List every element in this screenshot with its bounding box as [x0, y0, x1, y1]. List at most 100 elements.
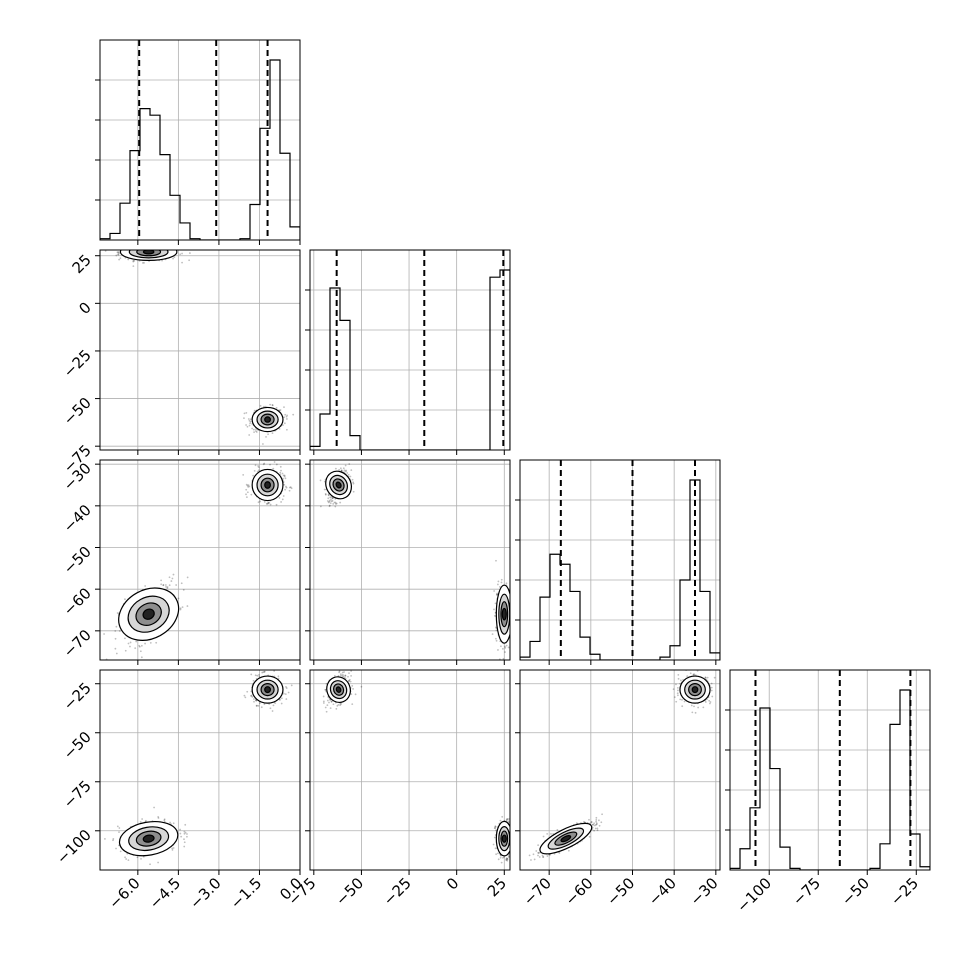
scatter-point	[271, 432, 274, 435]
scatter-point	[704, 676, 707, 679]
scatter-point	[135, 640, 138, 643]
contour-level	[264, 481, 272, 489]
scatter-point	[242, 473, 245, 476]
scatter-point	[263, 462, 266, 465]
scatter-point	[494, 602, 497, 605]
scatter-point	[283, 475, 286, 478]
joint-panel-2-3: −70 −60 −50 −40 −30	[515, 669, 722, 909]
scatter-point	[103, 633, 105, 635]
panel-frame	[99, 669, 301, 871]
y-tick-label: −75	[60, 777, 95, 812]
scatter-point	[494, 825, 497, 828]
scatter-point	[501, 647, 504, 650]
contour-level	[560, 835, 572, 843]
scatter-point	[501, 815, 504, 818]
scatter-point	[170, 245, 172, 247]
scatter-point	[134, 245, 136, 247]
scatter-point	[114, 637, 117, 640]
scatter-point	[506, 818, 509, 820]
y-tick-label: −60	[60, 584, 95, 619]
scatter-point	[537, 851, 540, 854]
scatter-point	[263, 670, 266, 673]
scatter-point	[340, 469, 343, 472]
scatter-point	[495, 593, 498, 596]
scatter-point	[681, 705, 684, 708]
scatter-point	[273, 461, 276, 463]
histogram-panel-1	[305, 249, 511, 455]
scatter-point	[513, 848, 515, 850]
scatter-point	[179, 828, 181, 831]
scatter-point	[328, 500, 331, 503]
scatter-point	[157, 861, 160, 864]
scatter-point	[285, 428, 288, 431]
scatter-point	[713, 676, 716, 679]
x-tick-label: −40	[645, 874, 680, 909]
scatter-point	[497, 580, 500, 583]
histogram-step	[310, 269, 510, 450]
scatter-point	[511, 834, 513, 836]
scatter-point	[246, 491, 249, 494]
scatter-point	[283, 422, 286, 425]
scatter-point	[689, 672, 692, 675]
scatter-point	[140, 247, 142, 249]
contour-level	[335, 686, 342, 693]
scatter-point	[173, 256, 176, 259]
scatter-point	[351, 478, 354, 481]
scatter-point	[150, 247, 152, 249]
y-tick-label: −25	[60, 346, 95, 381]
scatter-point	[160, 241, 162, 243]
scatter-point	[507, 856, 510, 859]
scatter-point	[595, 819, 598, 821]
scatter-point	[262, 671, 265, 674]
scatter-point	[142, 246, 144, 248]
scatter-point	[495, 559, 497, 562]
histogram-step	[520, 479, 720, 660]
scatter-point	[283, 416, 286, 419]
scatter-point	[499, 586, 501, 588]
scatter-point	[246, 690, 249, 693]
scatter-point	[289, 486, 292, 489]
scatter-point	[140, 644, 143, 647]
scatter-point	[495, 853, 498, 856]
scatter-point	[677, 674, 680, 676]
scatter-point	[505, 644, 508, 647]
scatter-point	[271, 404, 274, 406]
scatter-point	[334, 467, 337, 470]
scatter-point	[253, 469, 256, 472]
scatter-point	[532, 853, 535, 856]
scatter-point	[513, 827, 515, 829]
scatter-point	[161, 246, 163, 248]
scatter-point	[281, 424, 284, 427]
scatter-point	[152, 248, 154, 250]
scatter-point	[129, 641, 132, 644]
scatter-point	[149, 244, 151, 246]
scatter-point	[243, 412, 246, 415]
scatter-point	[497, 858, 500, 861]
x-tick-label: −70	[520, 874, 555, 909]
scatter-point	[275, 463, 278, 466]
scatter-point	[125, 246, 127, 248]
scatter-point	[350, 469, 353, 471]
scatter-point	[265, 436, 267, 438]
scatter-point	[136, 248, 138, 250]
scatter-point	[149, 247, 151, 249]
scatter-point	[280, 697, 283, 700]
scatter-point	[183, 838, 185, 841]
scatter-point	[148, 246, 150, 248]
scatter-point	[346, 472, 349, 474]
scatter-point	[143, 247, 145, 249]
scatter-point	[511, 618, 513, 620]
scatter-point	[344, 674, 347, 677]
joint-density	[322, 670, 516, 864]
scatter-point	[150, 244, 152, 246]
scatter-point	[511, 610, 513, 612]
panel-frame	[99, 459, 301, 661]
scatter-point	[514, 844, 516, 846]
scatter-point	[327, 494, 330, 497]
scatter-point	[141, 237, 143, 239]
scatter-point	[511, 843, 513, 845]
scatter-point	[694, 711, 697, 714]
scatter-point	[168, 576, 171, 579]
scatter-point	[590, 821, 593, 824]
scatter-point	[324, 493, 327, 495]
